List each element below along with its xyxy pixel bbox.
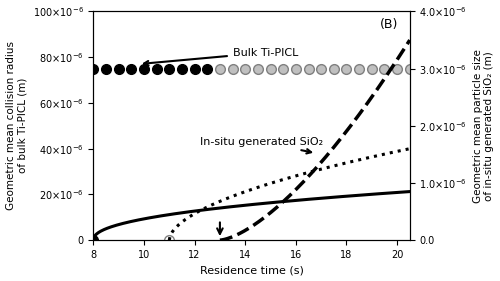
Text: Bulk Ti-PICL: Bulk Ti-PICL xyxy=(144,47,298,65)
Text: In-situ generated SiO₂: In-situ generated SiO₂ xyxy=(200,137,323,153)
Text: (B): (B) xyxy=(380,18,398,31)
X-axis label: Residence time (s): Residence time (s) xyxy=(200,266,304,275)
Y-axis label: Geometric mean particle size
of in-situ generated SiO₂ (m): Geometric mean particle size of in-situ … xyxy=(473,49,494,203)
Y-axis label: Geometric mean collision radius
of bulk Ti-PICL (m): Geometric mean collision radius of bulk … xyxy=(6,41,27,210)
